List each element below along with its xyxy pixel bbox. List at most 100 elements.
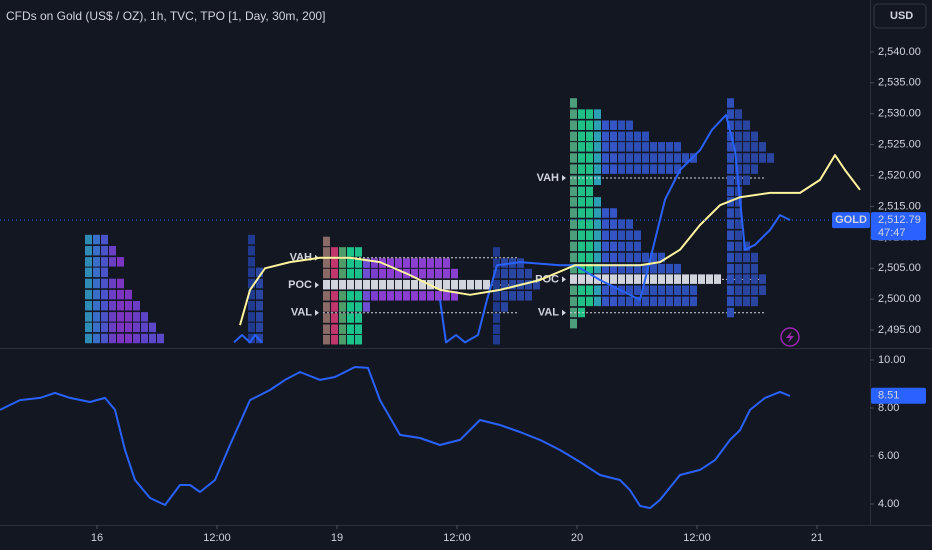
tpo-block <box>618 131 625 142</box>
tpo-block <box>594 175 601 185</box>
tpo-block <box>570 120 577 130</box>
tpo-block <box>714 274 721 284</box>
tpo-block <box>331 334 338 345</box>
tpo-block <box>626 252 633 263</box>
tpo-block <box>727 186 734 197</box>
tpo-block <box>727 175 734 185</box>
tpo-block <box>642 252 649 263</box>
tpo-block <box>339 279 346 290</box>
tpo-block <box>493 302 500 312</box>
tpo-block <box>570 296 577 307</box>
tpo-block <box>594 142 601 152</box>
tpo-block <box>594 296 601 307</box>
tpo-block <box>347 291 354 301</box>
tpo-row <box>570 208 617 218</box>
tpo-block <box>634 164 641 174</box>
tpo-block <box>379 279 386 290</box>
tpo-block <box>323 334 330 345</box>
tpo-block <box>248 322 255 333</box>
tpo-block <box>141 312 148 322</box>
tpo-block <box>650 263 657 274</box>
tpo-block <box>419 258 426 268</box>
tpo-block <box>339 247 346 257</box>
tpo-block <box>618 120 625 130</box>
tpo-block <box>525 279 532 290</box>
level-pointer <box>562 309 566 316</box>
tpo-row <box>570 230 641 241</box>
tpo-block <box>682 285 689 296</box>
tpo-row <box>248 245 255 256</box>
tpo-block <box>403 258 410 268</box>
y-tick-label: 2,525.00 <box>878 139 921 151</box>
tpo-block <box>690 285 697 296</box>
profile-level-label: POC <box>535 273 559 285</box>
tpo-block <box>125 289 132 300</box>
alert-icon[interactable] <box>780 327 800 347</box>
currency-label[interactable]: USD <box>890 10 913 22</box>
tpo-block <box>610 164 617 174</box>
tpo-block <box>594 164 601 174</box>
tpo-block <box>642 263 649 274</box>
tpo-block <box>634 142 641 152</box>
series-line <box>239 154 861 326</box>
tpo-block <box>493 291 500 301</box>
tpo-block <box>743 120 750 130</box>
currency-button[interactable] <box>873 3 927 29</box>
tpo-block <box>626 164 633 174</box>
tpo-block <box>355 291 362 301</box>
tpo-block <box>443 279 450 290</box>
tpo-row <box>493 302 508 312</box>
tpo-block <box>347 279 354 290</box>
tpo-block <box>626 285 633 296</box>
tpo-block <box>93 322 100 333</box>
tpo-block <box>751 164 758 174</box>
tpo-row <box>570 98 577 108</box>
tpo-row <box>248 322 263 333</box>
tpo-block <box>626 241 633 252</box>
tpo-block <box>666 296 673 307</box>
tpo-block <box>602 142 609 152</box>
tpo-block <box>323 236 330 247</box>
tpo-block <box>387 291 394 301</box>
tpo-block <box>355 247 362 257</box>
tpo-block <box>698 274 705 284</box>
tpo-block <box>650 296 657 307</box>
tpo-block <box>157 333 164 344</box>
tpo-block <box>85 267 92 278</box>
tpo-block <box>735 230 742 241</box>
tpo-block <box>501 302 508 312</box>
tpo-block <box>427 268 434 279</box>
tpo-block <box>339 302 346 312</box>
y-tick-label: 2,505.00 <box>878 262 921 274</box>
y-tick-label: 2,540.00 <box>878 46 921 58</box>
tpo-block <box>626 120 633 130</box>
tpo-block <box>727 120 734 130</box>
tpo-block <box>117 257 124 267</box>
tpo-block <box>626 230 633 241</box>
tpo-block <box>141 322 148 333</box>
level-pointer <box>315 281 319 288</box>
tpo-block <box>610 241 617 252</box>
profile-level-label: VAH <box>537 172 559 184</box>
tpo-block <box>743 131 750 142</box>
tpo-row <box>323 334 362 345</box>
level-pointer <box>315 309 319 316</box>
tpo-block <box>594 241 601 252</box>
tpo-block <box>509 268 516 279</box>
tpo-row <box>727 153 774 163</box>
chart-title: CFDs on Gold (US$ / OZ), 1h, TVC, TPO [1… <box>6 9 325 23</box>
tpo-block <box>743 164 750 174</box>
tpo-block <box>610 263 617 274</box>
tpo-block <box>735 263 742 274</box>
tpo-block <box>101 289 108 300</box>
tpo-block <box>149 322 156 333</box>
tpo-block <box>570 208 577 218</box>
tpo-block <box>117 322 124 333</box>
tpo-block <box>743 153 750 163</box>
tpo-block <box>735 164 742 174</box>
tpo-block <box>634 274 641 284</box>
tpo-block <box>650 285 657 296</box>
tpo-block <box>256 300 263 311</box>
tpo-block <box>85 257 92 267</box>
